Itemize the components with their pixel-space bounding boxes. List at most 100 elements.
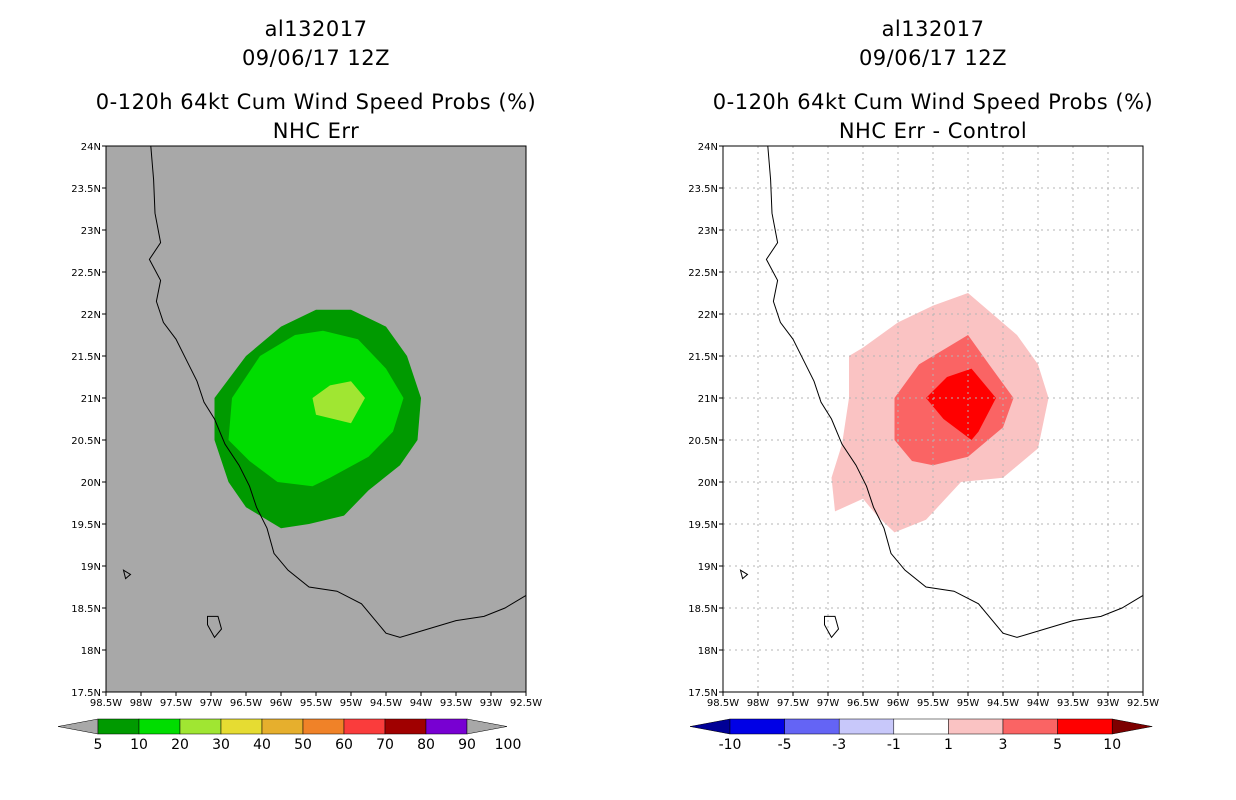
- lat-tick-label: 18.5N: [688, 604, 718, 615]
- island: [122, 569, 132, 580]
- lat-tick-label: 19N: [698, 562, 718, 573]
- colorbar-swatch: [1057, 718, 1113, 735]
- lat-tick-label: 21.5N: [688, 352, 718, 363]
- lon-tick-label: 96.5W: [847, 698, 879, 709]
- island: [824, 615, 840, 639]
- lon-tick-label: 95.5W: [300, 698, 332, 709]
- lon-tick-label: 94.5W: [370, 698, 402, 709]
- colorbar-label: -10: [719, 737, 742, 753]
- colorbar-label: 100: [495, 737, 522, 753]
- lat-tick-label: 21N: [698, 394, 718, 405]
- coastline: [148, 145, 527, 638]
- colorbar-label: 90: [458, 737, 476, 753]
- colorbar-swatch: [948, 718, 1004, 735]
- colorbar-label: 70: [376, 737, 394, 753]
- lat-tick-label: 22N: [698, 310, 718, 321]
- lon-tick-label: 98W: [747, 698, 770, 709]
- coastline: [765, 145, 1144, 638]
- lat-tick-label: 20.5N: [688, 436, 718, 447]
- forecast-time: 09/06/17 12Z: [858, 46, 1008, 70]
- lon-tick-label: 94.5W: [987, 698, 1019, 709]
- lon-tick-label: 96W: [887, 698, 910, 709]
- colorbar-label: 80: [417, 737, 435, 753]
- lon-tick-label: 98.5W: [707, 698, 739, 709]
- lat-tick-label: 21.5N: [71, 352, 101, 363]
- lat-tick-label: 17.5N: [688, 688, 718, 699]
- lon-tick-label: 97W: [200, 698, 223, 709]
- colorbar-under-arrow: [689, 718, 731, 735]
- lat-tick-label: 22N: [81, 310, 101, 321]
- colorbar-swatch: [893, 718, 949, 735]
- island: [207, 615, 223, 639]
- left-title: al132017 09/06/17 12Z: [106, 15, 526, 73]
- lon-tick-label: 98W: [130, 698, 153, 709]
- lon-tick-label: 94W: [1027, 698, 1050, 709]
- right-subtitle: 0-120h 64kt Cum Wind Speed Probs (%) NHC…: [663, 88, 1203, 146]
- colorbar-swatch: [784, 718, 840, 735]
- colorbar-label: 50: [294, 737, 312, 753]
- panel-label: NHC Err: [272, 119, 360, 143]
- lat-tick-label: 18N: [81, 646, 101, 657]
- colorbar-label: 40: [253, 737, 271, 753]
- colorbar-label: 60: [335, 737, 353, 753]
- colorbar-label: -3: [832, 737, 846, 753]
- lat-tick-label: 22.5N: [71, 268, 101, 279]
- left-subtitle: 0-120h 64kt Cum Wind Speed Probs (%) NHC…: [46, 88, 586, 146]
- colorbar-label: 3: [999, 737, 1008, 753]
- lat-tick-label: 20N: [81, 478, 101, 489]
- lon-tick-label: 98.5W: [90, 698, 122, 709]
- lat-tick-label: 23.5N: [71, 184, 101, 195]
- lon-tick-label: 94W: [410, 698, 433, 709]
- lon-tick-label: 96W: [270, 698, 293, 709]
- lon-tick-label: 95W: [340, 698, 363, 709]
- lon-tick-label: 93.5W: [1057, 698, 1089, 709]
- lat-tick-label: 24N: [698, 142, 718, 153]
- lat-tick-label: 20N: [698, 478, 718, 489]
- lat-tick-label: 19.5N: [688, 520, 718, 531]
- colorbar-label: 5: [94, 737, 103, 753]
- colorbar-swatch: [729, 718, 785, 735]
- island: [739, 569, 749, 580]
- lat-tick-label: 20.5N: [71, 436, 101, 447]
- lat-tick-label: 23N: [81, 226, 101, 237]
- lon-tick-label: 95.5W: [917, 698, 949, 709]
- lat-tick-label: 17.5N: [71, 688, 101, 699]
- lat-tick-label: 19.5N: [71, 520, 101, 531]
- colorbar-label: 1: [944, 737, 953, 753]
- lon-tick-label: 93W: [480, 698, 503, 709]
- lat-tick-label: 19N: [81, 562, 101, 573]
- right-title: al132017 09/06/17 12Z: [723, 15, 1143, 73]
- lat-tick-label: 21N: [81, 394, 101, 405]
- lon-tick-label: 93.5W: [440, 698, 472, 709]
- storm-id: al132017: [881, 17, 985, 41]
- colorbar-label: 5: [1053, 737, 1062, 753]
- lat-tick-label: 22.5N: [688, 268, 718, 279]
- lat-tick-label: 18N: [698, 646, 718, 657]
- lon-tick-label: 93W: [1097, 698, 1120, 709]
- colorbar-label: -1: [887, 737, 901, 753]
- panel-label: NHC Err - Control: [838, 119, 1028, 143]
- product-name: 0-120h 64kt Cum Wind Speed Probs (%): [712, 90, 1154, 114]
- storm-id: al132017: [264, 17, 368, 41]
- colorbar-swatch: [838, 718, 895, 735]
- lat-tick-label: 24N: [81, 142, 101, 153]
- lon-tick-label: 97W: [817, 698, 840, 709]
- colorbar-label: -5: [778, 737, 792, 753]
- product-name: 0-120h 64kt Cum Wind Speed Probs (%): [95, 90, 537, 114]
- colorbar-label: 10: [1103, 737, 1121, 753]
- lon-tick-label: 95W: [957, 698, 980, 709]
- lon-tick-label: 96.5W: [230, 698, 262, 709]
- contour-5-10: [926, 368, 996, 440]
- colorbar-swatch: [1002, 718, 1058, 735]
- lat-tick-label: 18.5N: [71, 604, 101, 615]
- colorbar-label: 20: [171, 737, 189, 753]
- forecast-time: 09/06/17 12Z: [241, 46, 391, 70]
- lon-tick-label: 92.5W: [1127, 698, 1159, 709]
- colorbar-label: 10: [130, 737, 148, 753]
- colorbar-over-arrow: [1111, 718, 1153, 735]
